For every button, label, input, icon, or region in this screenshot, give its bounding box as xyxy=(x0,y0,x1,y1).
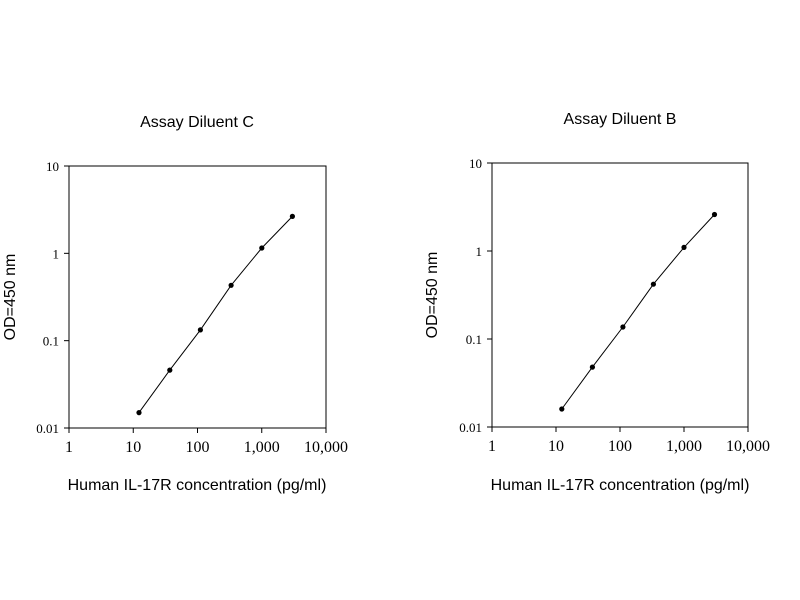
y-axis-label: OD=450 nm xyxy=(2,254,19,341)
data-point xyxy=(136,410,142,416)
x-tick-label: 100 xyxy=(608,438,632,455)
x-tick-label: 100 xyxy=(186,439,210,456)
chart-title: Assay Diluent B xyxy=(564,111,677,128)
y-tick-label: 0.1 xyxy=(43,334,59,349)
plot-frame xyxy=(491,162,749,428)
x-axis-label: Human IL-17R concentration (pg/ml) xyxy=(491,477,750,494)
data-point xyxy=(289,213,295,219)
data-point xyxy=(589,364,596,370)
series-line xyxy=(138,216,293,413)
x-tick-label: 1 xyxy=(65,439,73,456)
y-axis-label: OD=450 nm xyxy=(424,252,441,339)
x-tick-label: 10,000 xyxy=(304,439,348,456)
data-point xyxy=(650,281,657,287)
x-tick-label: 10 xyxy=(125,439,141,456)
data-point xyxy=(228,282,234,288)
data-point xyxy=(259,245,265,251)
x-axis-label: Human IL-17R concentration (pg/ml) xyxy=(68,477,327,494)
x-tick-label: 10,000 xyxy=(726,438,770,455)
data-point xyxy=(620,324,626,330)
x-tick-label: 1,000 xyxy=(244,439,280,456)
plot-frame xyxy=(68,165,327,429)
y-tick-label: 1 xyxy=(476,244,483,259)
data-point xyxy=(711,211,718,218)
series-line xyxy=(561,214,715,410)
y-tick-label: 0.01 xyxy=(459,420,482,435)
data-point xyxy=(167,367,173,373)
y-tick-label: 0.01 xyxy=(36,421,59,436)
y-tick-label: 0.1 xyxy=(466,332,482,347)
chart-panel-1: Assay Diluent C 0.01 0.1 1 10 1 10 100 1,000 10,0… xyxy=(2,114,348,494)
x-tick-label: 1 xyxy=(488,438,496,455)
y-tick-label: 1 xyxy=(53,246,60,261)
chart-panel-2: Assay Diluent B 0.01 0.1 1 10 1 10 100 1,000 10,0… xyxy=(424,111,770,494)
y-tick-label: 10 xyxy=(46,159,59,174)
x-tick-label: 1,000 xyxy=(666,438,702,455)
data-point xyxy=(559,406,565,412)
x-tick-label: 10 xyxy=(548,438,564,455)
y-tick-label: 10 xyxy=(469,156,482,171)
chart-title: Assay Diluent C xyxy=(140,114,254,131)
data-point xyxy=(681,244,687,250)
data-point xyxy=(197,327,203,333)
